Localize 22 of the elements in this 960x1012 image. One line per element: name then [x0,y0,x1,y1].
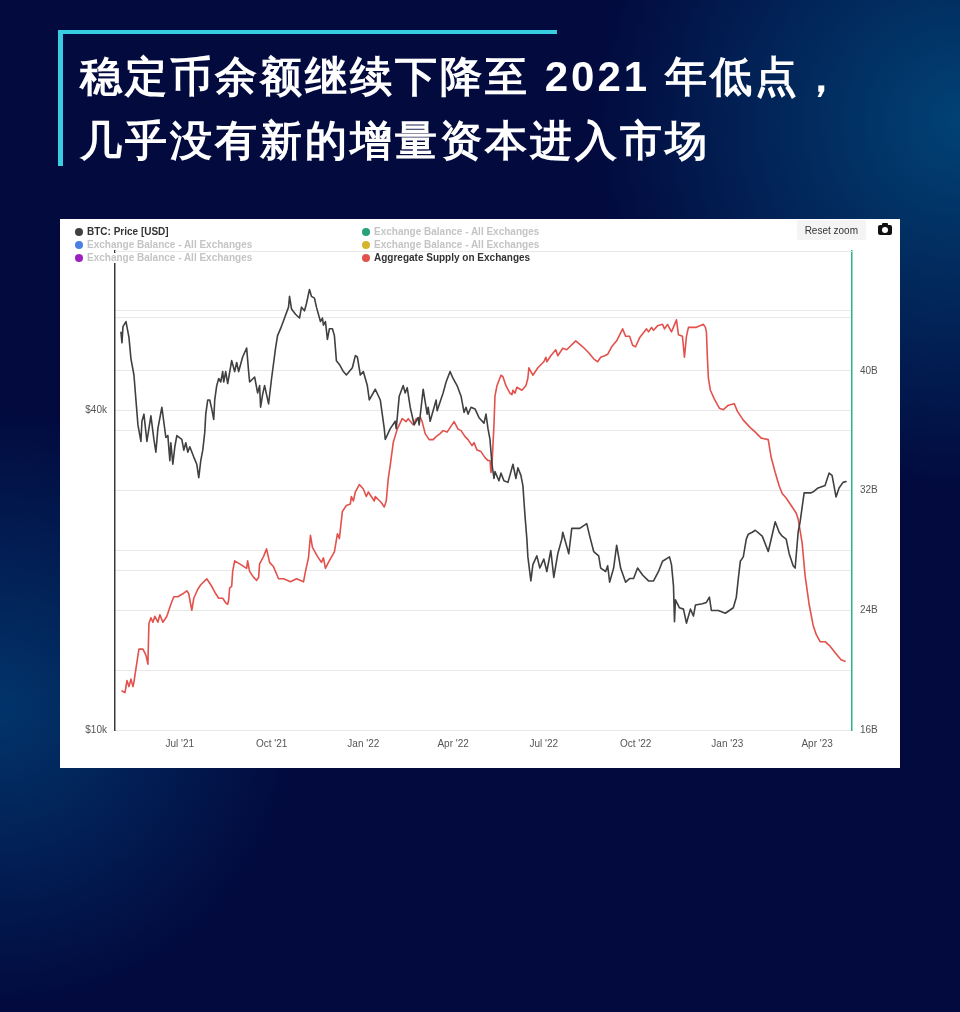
legend-label: BTC: Price [USD] [87,225,169,237]
legend-label: Aggregate Supply on Exchanges [374,251,531,263]
x-tick-label: Jan '23 [711,737,744,749]
x-tick-label: Jul '21 [165,737,195,749]
x-tick-label: Oct '22 [619,737,652,749]
x-tick-label: Jul '22 [529,737,559,749]
legend-label: Exchange Balance - All Exchanges [87,251,253,263]
y2-tick-label: 16B [860,723,879,735]
legend-label: Exchange Balance - All Exchanges [374,238,540,250]
y2-tick-label: 40B [860,364,879,376]
legend-label: Exchange Balance - All Exchanges [374,225,540,237]
legend-label: Exchange Balance - All Exchanges [87,238,253,250]
y-tick-label: $40k [85,404,108,416]
y-tick-label: $10k [85,723,108,735]
y2-tick-label: 24B [860,604,879,615]
x-tick-label: Apr '23 [801,737,834,749]
x-tick-label: Oct '21 [255,737,288,749]
y2-tick-label: 32B [860,484,879,496]
x-tick-label: Apr '22 [437,737,470,749]
x-tick-label: Jan '22 [347,737,380,749]
text: Reset zoom [804,224,858,238]
chart-title: 稳定币余额继续下降至 2021 年低点，几乎没有新的增量资本进入市场 [80,52,846,166]
